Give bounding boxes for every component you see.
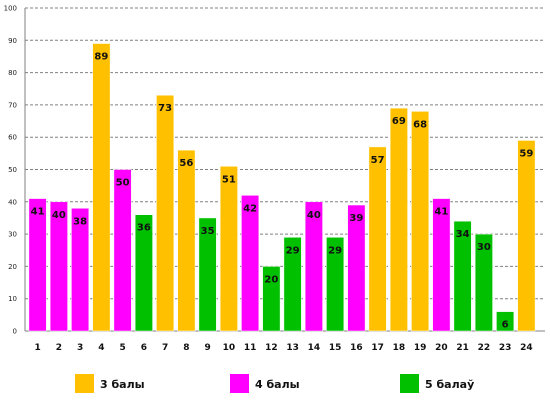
data-label-19: 68 — [413, 119, 427, 130]
legend-label-1: 3 балы — [100, 378, 145, 391]
y-tick-label-10: 10 — [8, 295, 17, 303]
bar-2 — [49, 201, 68, 332]
data-label-13: 29 — [286, 245, 300, 256]
x-tick-label-16: 16 — [350, 343, 363, 353]
data-label-21: 34 — [456, 229, 470, 240]
x-tick-label-10: 10 — [223, 343, 236, 353]
y-tick-label-70: 70 — [8, 101, 17, 109]
data-label-7: 73 — [158, 103, 172, 114]
x-tick-label-22: 22 — [478, 343, 491, 353]
data-label-5: 50 — [116, 178, 130, 189]
y-tick-label-30: 30 — [8, 231, 17, 239]
x-tick-label-15: 15 — [329, 343, 342, 353]
y-tick-label-0: 0 — [13, 328, 17, 336]
bar-7 — [156, 94, 175, 332]
bar-18 — [389, 107, 408, 332]
data-label-20: 41 — [434, 207, 448, 218]
bar-22 — [474, 233, 493, 332]
x-tick-label-1: 1 — [34, 343, 40, 353]
bar-4 — [92, 43, 111, 332]
data-label-9: 35 — [201, 226, 215, 237]
x-tick-label-11: 11 — [244, 343, 257, 353]
data-label-8: 56 — [179, 158, 193, 169]
x-tick-label-2: 2 — [56, 343, 62, 353]
legend-swatch-2 — [230, 374, 249, 393]
data-label-14: 40 — [307, 210, 321, 221]
data-label-23: 6 — [502, 320, 509, 331]
bar-3 — [71, 208, 90, 332]
x-tick-label-3: 3 — [77, 343, 83, 353]
x-tick-label-12: 12 — [265, 343, 278, 353]
data-label-10: 51 — [222, 174, 236, 185]
bar-14 — [304, 201, 323, 332]
x-tick-label-8: 8 — [183, 343, 189, 353]
data-label-17: 57 — [371, 155, 385, 166]
bar-11 — [241, 195, 260, 332]
bar-15 — [326, 237, 345, 332]
bar-8 — [177, 149, 196, 332]
bar-21 — [453, 220, 472, 332]
bar-10 — [219, 166, 238, 332]
data-label-18: 69 — [392, 116, 406, 127]
legend-label-3: 5 балаў — [425, 378, 474, 391]
x-tick-label-4: 4 — [98, 343, 104, 353]
y-tick-label-90: 90 — [8, 37, 17, 45]
bar-16 — [347, 204, 366, 332]
bar-5 — [113, 169, 132, 332]
bar-19 — [411, 111, 430, 332]
bar-1 — [28, 198, 47, 332]
data-label-2: 40 — [52, 210, 66, 221]
data-label-16: 39 — [349, 213, 363, 224]
bar-9 — [198, 217, 217, 332]
data-label-4: 89 — [94, 52, 108, 63]
bar-6 — [134, 214, 153, 332]
data-label-22: 30 — [477, 242, 491, 253]
y-tick-label-20: 20 — [8, 263, 17, 271]
x-tick-label-9: 9 — [204, 343, 210, 353]
y-tick-label-60: 60 — [8, 134, 17, 142]
y-tick-label-100: 100 — [4, 5, 17, 13]
y-tick-label-80: 80 — [8, 69, 17, 77]
data-label-6: 36 — [137, 223, 151, 234]
bar-17 — [368, 146, 387, 332]
x-tick-label-18: 18 — [393, 343, 406, 353]
data-label-11: 42 — [243, 203, 257, 214]
data-label-15: 29 — [328, 245, 342, 256]
x-tick-label-14: 14 — [308, 343, 321, 353]
x-tick-label-7: 7 — [162, 343, 168, 353]
y-tick-label-40: 40 — [8, 198, 17, 206]
bar-23 — [496, 311, 515, 332]
x-tick-label-21: 21 — [456, 343, 469, 353]
legend-swatch-3 — [400, 374, 419, 393]
x-tick-label-23: 23 — [499, 343, 512, 353]
legend-swatch-1 — [75, 374, 94, 393]
data-label-12: 20 — [264, 274, 278, 285]
bar-12 — [262, 266, 281, 332]
x-tick-label-20: 20 — [435, 343, 448, 353]
bar-20 — [432, 198, 451, 332]
bar-13 — [283, 237, 302, 332]
bar-24 — [517, 140, 536, 332]
data-label-24: 59 — [519, 148, 533, 159]
data-label-1: 41 — [31, 207, 45, 218]
x-tick-label-13: 13 — [286, 343, 299, 353]
x-tick-label-17: 17 — [371, 343, 384, 353]
legend-label-2: 4 балы — [255, 378, 300, 391]
x-tick-label-5: 5 — [119, 343, 125, 353]
y-tick-label-50: 50 — [8, 166, 17, 174]
data-label-3: 38 — [73, 216, 87, 227]
x-tick-label-24: 24 — [520, 343, 533, 353]
x-tick-label-6: 6 — [141, 343, 147, 353]
x-tick-label-19: 19 — [414, 343, 427, 353]
